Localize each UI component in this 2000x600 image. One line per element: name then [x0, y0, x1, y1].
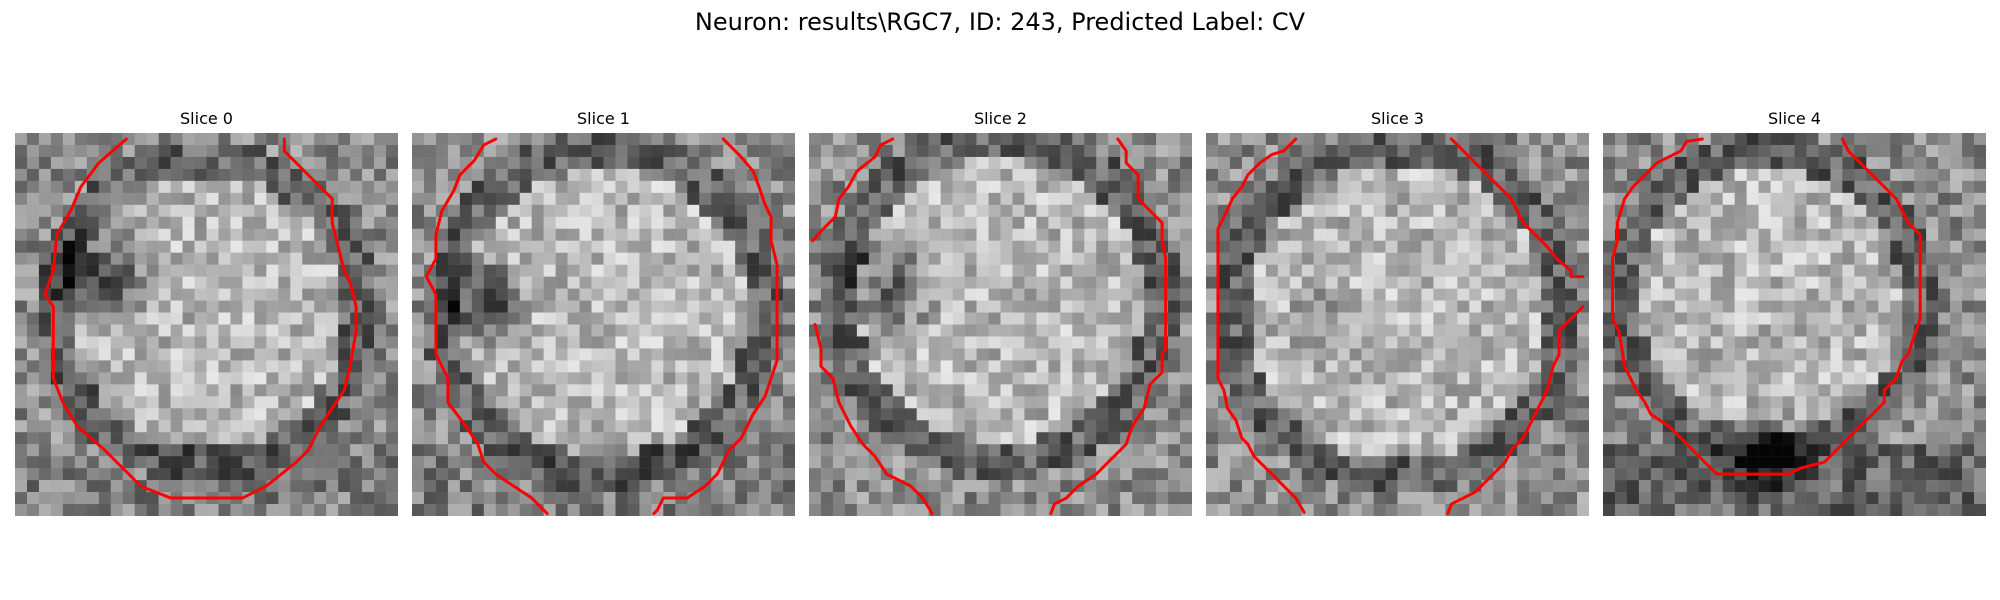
pixel-grid-2: [809, 133, 1192, 516]
figure-title: Neuron: results\RGC7, ID: 243, Predicted…: [694, 8, 1306, 36]
slice-title-4: Slice 4: [1768, 109, 1821, 128]
slice-panel-3: Slice 3: [1206, 108, 1589, 520]
pixel-grid-3: [1206, 133, 1589, 516]
slice-panel-0: Slice 0: [15, 108, 398, 520]
segmentation-outline-2: [811, 137, 895, 243]
slice-title-1: Slice 1: [577, 109, 630, 128]
slice-image-2: [809, 133, 1192, 516]
slice-image-3: [1206, 133, 1589, 516]
slice-panel-2: Slice 2: [809, 108, 1192, 520]
slice-image-4: [1603, 133, 1986, 516]
pixel-grid-1: [412, 133, 795, 516]
pixel-grid-4: [1603, 133, 1986, 516]
slice-image-0: [15, 133, 398, 516]
segmentation-outline-3b: [1449, 137, 1585, 279]
segmentation-outline-1b: [652, 137, 779, 516]
slice-panel-1: Slice 1: [412, 108, 795, 520]
slice-image-1: [412, 133, 795, 516]
segmentation-outline-2c: [1049, 137, 1168, 516]
segmentation-outline-3c: [1446, 305, 1585, 516]
segmentation-outline-4: [1611, 137, 1922, 476]
segmentation-outline-2b: [813, 323, 934, 516]
segmentation-outline-1: [424, 137, 549, 516]
segmentation-outline-3: [1216, 137, 1306, 514]
pixel-grid-0: [15, 133, 398, 516]
slice-panel-4: Slice 4: [1603, 108, 1986, 520]
slice-title-3: Slice 3: [1371, 109, 1424, 128]
slice-title-0: Slice 0: [180, 109, 233, 128]
slice-title-2: Slice 2: [974, 109, 1027, 128]
segmentation-outline-0: [43, 137, 358, 500]
